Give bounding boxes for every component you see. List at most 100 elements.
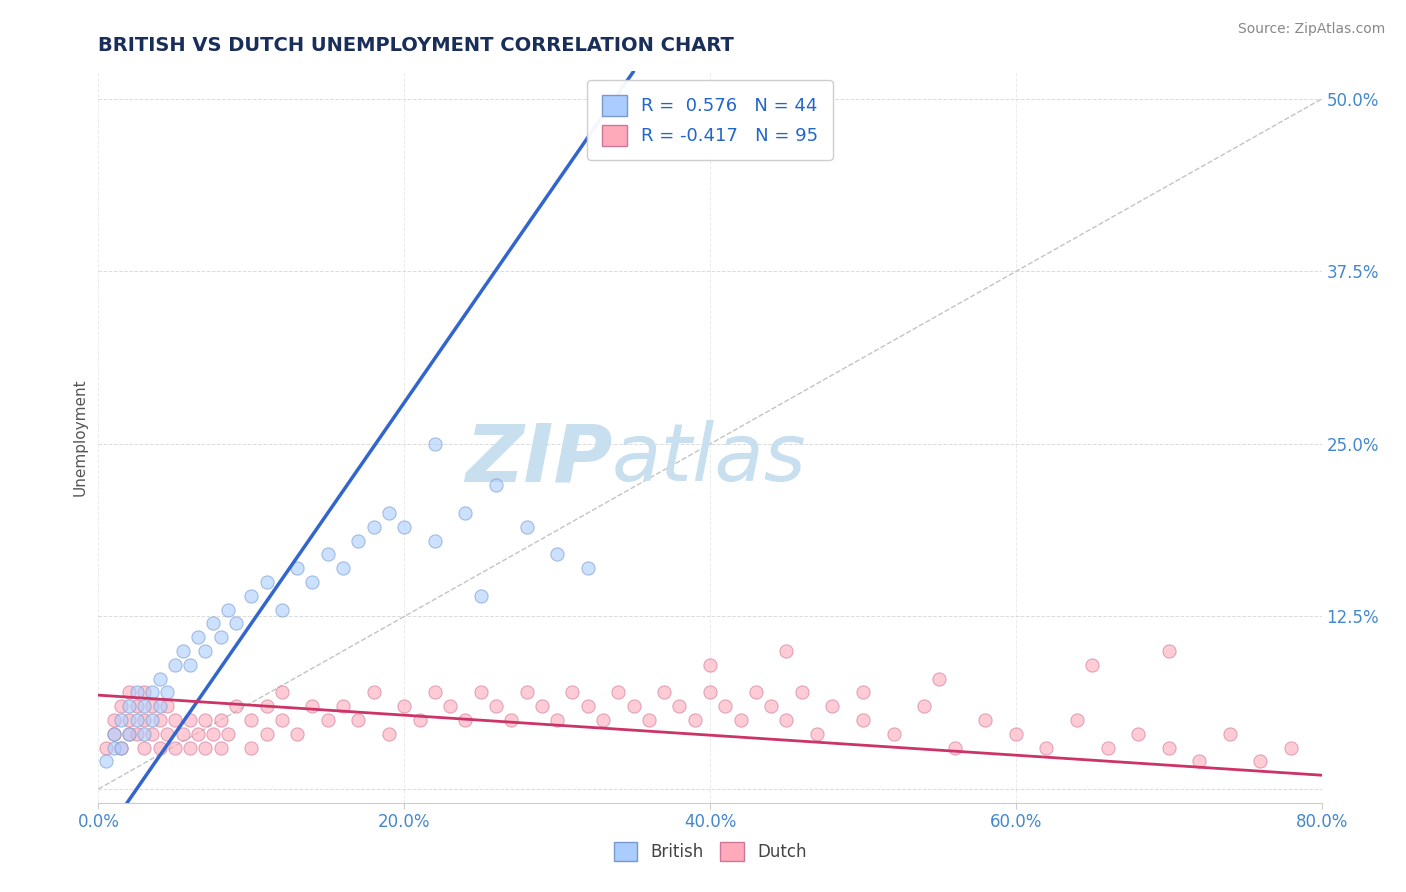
Text: BRITISH VS DUTCH UNEMPLOYMENT CORRELATION CHART: BRITISH VS DUTCH UNEMPLOYMENT CORRELATIO…: [98, 36, 734, 54]
Text: atlas: atlas: [612, 420, 807, 498]
Point: [1157, 644, 1180, 658]
Point: [470, 589, 492, 603]
Point: [363, 520, 385, 534]
Point: [240, 740, 263, 755]
Point: [118, 713, 141, 727]
Point: [285, 561, 308, 575]
Point: [163, 740, 186, 755]
Point: [179, 713, 201, 727]
Point: [103, 727, 125, 741]
Point: [423, 533, 446, 548]
Point: [217, 727, 239, 741]
Point: [392, 699, 416, 714]
Point: [1157, 740, 1180, 755]
Point: [156, 727, 179, 741]
Point: [332, 561, 354, 575]
Point: [912, 699, 935, 714]
Point: [775, 713, 797, 727]
Point: [1097, 740, 1119, 755]
Point: [501, 713, 523, 727]
Point: [637, 713, 661, 727]
Point: [256, 699, 278, 714]
Point: [316, 548, 339, 562]
Point: [103, 713, 125, 727]
Point: [194, 713, 217, 727]
Point: [332, 699, 354, 714]
Point: [852, 713, 875, 727]
Point: [1279, 740, 1302, 755]
Point: [118, 699, 141, 714]
Point: [103, 740, 125, 755]
Point: [745, 685, 768, 699]
Point: [134, 713, 156, 727]
Point: [316, 713, 339, 727]
Point: [546, 548, 568, 562]
Point: [301, 574, 323, 589]
Point: [699, 685, 721, 699]
Point: [516, 520, 538, 534]
Legend: British, Dutch: British, Dutch: [607, 835, 813, 868]
Point: [408, 713, 430, 727]
Point: [607, 685, 630, 699]
Point: [974, 713, 997, 727]
Point: [225, 616, 247, 631]
Point: [454, 713, 477, 727]
Point: [546, 713, 568, 727]
Point: [256, 727, 278, 741]
Point: [134, 699, 156, 714]
Point: [378, 727, 401, 741]
Point: [141, 685, 163, 699]
Point: [347, 713, 370, 727]
Point: [363, 685, 385, 699]
Point: [94, 755, 117, 769]
Point: [110, 740, 132, 755]
Point: [1128, 727, 1150, 741]
Point: [149, 740, 172, 755]
Point: [217, 602, 239, 616]
Point: [240, 589, 263, 603]
Point: [125, 713, 148, 727]
Point: [730, 713, 752, 727]
Point: [530, 699, 553, 714]
Point: [790, 685, 813, 699]
Point: [561, 685, 583, 699]
Point: [347, 533, 370, 548]
Point: [194, 740, 217, 755]
Point: [187, 727, 209, 741]
Point: [485, 699, 508, 714]
Point: [179, 740, 201, 755]
Text: Source: ZipAtlas.com: Source: ZipAtlas.com: [1237, 22, 1385, 37]
Point: [378, 506, 401, 520]
Point: [163, 713, 186, 727]
Point: [285, 727, 308, 741]
Point: [225, 699, 247, 714]
Point: [125, 699, 148, 714]
Point: [699, 657, 721, 672]
Point: [485, 478, 508, 492]
Point: [134, 685, 156, 699]
Point: [134, 727, 156, 741]
Point: [301, 699, 323, 714]
Point: [775, 644, 797, 658]
Point: [141, 713, 163, 727]
Point: [623, 699, 645, 714]
Point: [714, 699, 737, 714]
Point: [683, 713, 706, 727]
Point: [1035, 740, 1057, 755]
Point: [125, 685, 148, 699]
Point: [439, 699, 461, 714]
Point: [1081, 657, 1104, 672]
Point: [454, 506, 477, 520]
Point: [141, 699, 163, 714]
Point: [110, 713, 132, 727]
Point: [392, 520, 416, 534]
Point: [652, 685, 675, 699]
Point: [240, 713, 263, 727]
Point: [202, 616, 225, 631]
Text: ZIP: ZIP: [465, 420, 612, 498]
Point: [134, 740, 156, 755]
Point: [156, 699, 179, 714]
Point: [118, 685, 141, 699]
Point: [149, 699, 172, 714]
Point: [209, 630, 232, 644]
